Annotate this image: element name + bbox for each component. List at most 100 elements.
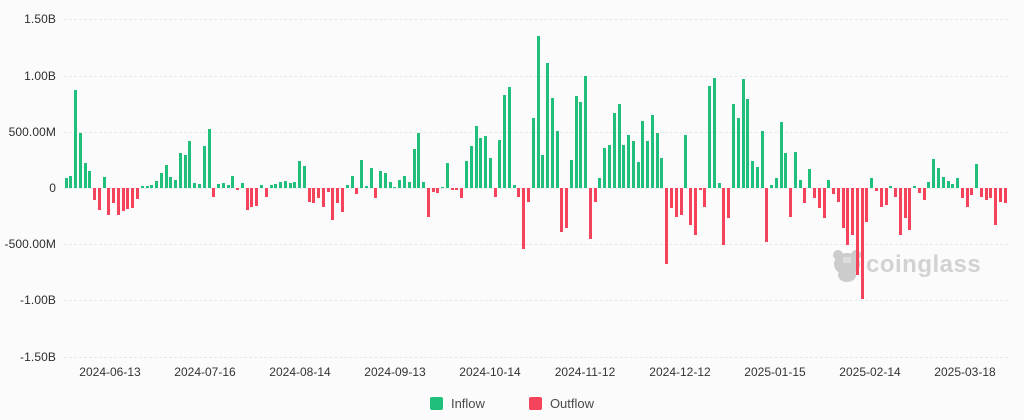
inflow-bar[interactable] [221,182,225,188]
inflow-bar[interactable] [183,154,187,188]
outflow-bar[interactable] [879,188,883,207]
legend-item-inflow[interactable]: Inflow [429,396,485,411]
inflow-bar[interactable] [712,77,716,188]
inflow-bar[interactable] [479,138,483,188]
outflow-bar[interactable] [355,188,359,195]
inflow-bar[interactable] [259,184,263,188]
inflow-bar[interactable] [178,153,182,188]
outflow-bar[interactable] [93,188,97,200]
legend-item-outflow[interactable]: Outflow [528,396,594,411]
inflow-bar[interactable] [708,86,712,188]
outflow-bar[interactable] [121,188,125,212]
inflow-bar[interactable] [302,165,306,188]
outflow-bar[interactable] [317,188,321,199]
inflow-bar[interactable] [164,164,168,188]
outflow-bar[interactable] [588,188,592,239]
inflow-bar[interactable] [731,104,735,188]
inflow-bar[interactable] [293,182,297,188]
inflow-bar[interactable] [927,181,931,188]
inflow-bar[interactable] [546,62,550,188]
outflow-bar[interactable] [851,188,855,236]
inflow-bar[interactable] [655,133,659,188]
inflow-bar[interactable] [388,181,392,188]
inflow-bar[interactable] [936,167,940,188]
outflow-bar[interactable] [131,188,135,209]
inflow-bar[interactable] [827,179,831,188]
inflow-bar[interactable] [174,180,178,188]
inflow-bar[interactable] [746,98,750,188]
outflow-bar[interactable] [960,188,964,199]
outflow-bar[interactable] [450,188,454,190]
outflow-bar[interactable] [803,188,807,204]
outflow-bar[interactable] [455,188,459,191]
inflow-bar[interactable] [150,185,154,188]
inflow-bar[interactable] [779,122,783,188]
inflow-bar[interactable] [417,133,421,188]
inflow-bar[interactable] [627,134,631,188]
outflow-bar[interactable] [813,188,817,199]
inflow-bar[interactable] [646,140,650,188]
inflow-bar[interactable] [641,121,645,188]
outflow-bar[interactable] [97,188,101,210]
inflow-bar[interactable] [660,158,664,188]
inflow-bar[interactable] [64,178,68,188]
inflow-bar[interactable] [784,153,788,188]
inflow-bar[interactable] [88,171,92,188]
outflow-bar[interactable] [460,188,464,199]
inflow-bar[interactable] [932,158,936,188]
inflow-bar[interactable] [188,141,192,188]
outflow-bar[interactable] [431,188,435,193]
outflow-bar[interactable] [698,188,702,191]
outflow-bar[interactable] [341,188,345,213]
outflow-bar[interactable] [321,188,325,208]
outflow-bar[interactable] [884,188,888,206]
outflow-bar[interactable] [817,188,821,209]
inflow-bar[interactable] [913,185,917,188]
inflow-bar[interactable] [579,102,583,188]
inflow-bar[interactable] [78,132,82,188]
outflow-bar[interactable] [855,188,859,276]
inflow-bar[interactable] [269,185,273,188]
inflow-bar[interactable] [217,183,221,188]
inflow-bar[interactable] [774,177,778,188]
inflow-bar[interactable] [422,181,426,188]
inflow-bar[interactable] [364,185,368,188]
outflow-bar[interactable] [593,188,597,202]
outflow-bar[interactable] [126,188,130,210]
inflow-bar[interactable] [474,126,478,188]
outflow-bar[interactable] [250,188,254,207]
inflow-bar[interactable] [808,168,812,188]
outflow-bar[interactable] [865,188,869,222]
outflow-bar[interactable] [426,188,430,217]
inflow-bar[interactable] [445,162,449,188]
outflow-bar[interactable] [994,188,998,226]
inflow-bar[interactable] [608,144,611,188]
outflow-bar[interactable] [970,188,974,196]
inflow-bar[interactable] [770,185,774,188]
inflow-bar[interactable] [169,177,173,188]
inflow-bar[interactable] [889,185,893,188]
outflow-bar[interactable] [917,188,921,194]
outflow-bar[interactable] [436,188,440,194]
inflow-bar[interactable] [507,87,511,188]
outflow-bar[interactable] [312,188,316,203]
inflow-bar[interactable] [684,134,688,188]
outflow-bar[interactable] [212,188,216,198]
outflow-bar[interactable] [903,188,907,219]
outflow-bar[interactable] [560,188,564,232]
inflow-bar[interactable] [345,184,349,188]
outflow-bar[interactable] [674,188,678,217]
outflow-bar[interactable] [331,188,335,221]
inflow-bar[interactable] [793,151,797,188]
inflow-bar[interactable] [441,186,445,188]
outflow-bar[interactable] [665,188,669,264]
outflow-bar[interactable] [727,188,731,219]
inflow-bar[interactable] [464,161,468,188]
inflow-bar[interactable] [512,185,516,188]
inflow-bar[interactable] [360,159,364,188]
outflow-bar[interactable] [336,188,340,204]
outflow-bar[interactable] [841,188,845,229]
inflow-bar[interactable] [531,118,535,188]
outflow-bar[interactable] [326,188,330,193]
outflow-bar[interactable] [1003,188,1007,204]
